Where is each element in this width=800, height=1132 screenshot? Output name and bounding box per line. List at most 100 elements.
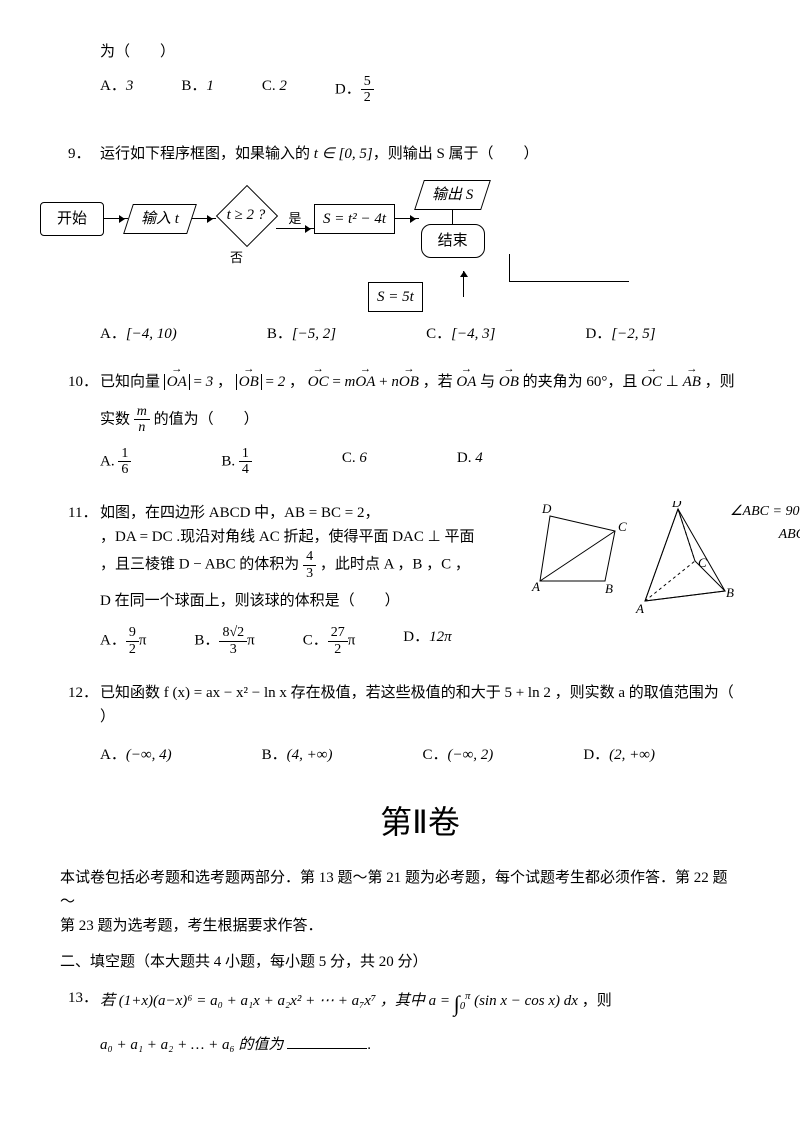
q12-a-val: (−∞, 4) xyxy=(126,747,172,763)
flow-no-label: 否 xyxy=(230,248,243,269)
q13-line1a: 若 (1+x)(a−x)⁶ = a₀ + a₁x + a₂x² + ⋯ + a₇… xyxy=(100,993,454,1009)
q9-opt-c: C．[−4, 3] xyxy=(426,322,495,346)
q11-figure-2: A B C D xyxy=(630,501,740,621)
q11-a-d: 2 xyxy=(126,642,139,657)
svg-text:C: C xyxy=(698,555,707,570)
q10-t4: 的夹角为 60°，且 xyxy=(523,374,638,390)
q10-t2: ，若 xyxy=(423,374,453,390)
flow-decision: t ≥ 2 ? xyxy=(216,185,276,245)
q10-t1: 已知向量 xyxy=(100,374,160,390)
q8-opt-d-d: 2 xyxy=(361,90,374,105)
flow-cond-text: t ≥ 2 ? xyxy=(216,185,276,245)
q10-ob-mag: 2 xyxy=(278,374,286,390)
q9-opt-d-val: [−2, 5] xyxy=(611,326,655,342)
q10-options: A. 16 B. 14 C. 6 D. 4 xyxy=(100,446,740,478)
q10-line2-post: 的值为（ ） xyxy=(154,411,259,427)
question-13: 13． 若 (1+x)(a−x)⁶ = a₀ + a₁x + a₂x² + ⋯ … xyxy=(100,986,740,1057)
svg-text:B: B xyxy=(605,581,613,596)
q9-opt-a: A．[−4, 10) xyxy=(100,322,177,346)
section-2-title: 第Ⅱ卷 xyxy=(100,797,740,848)
q12-stem: 已知函数 f (x) = ax − x² − ln x 存在极值，若这些极值的和… xyxy=(100,685,749,701)
q11-opt-b: B．8√23π xyxy=(194,625,254,657)
q11-number: 11． xyxy=(68,501,97,525)
q11-line1: ，DA = DC .现沿对角线 AC 折起，使得平面 DAC ⊥ 平面 xyxy=(100,529,474,545)
q13-suffix: . xyxy=(367,1037,371,1053)
q10-number: 10． xyxy=(68,370,98,394)
q9-opt-c-val: [−4, 3] xyxy=(451,326,495,342)
q11-b-d: 3 xyxy=(219,642,247,657)
flow-line-down xyxy=(509,254,510,282)
q10-line2-pre: 实数 xyxy=(100,411,130,427)
flow-branch-yes: S = t² − 4t xyxy=(314,204,395,234)
intro-line-2: 第 23 题为选考题，考生根据要求作答． xyxy=(60,918,323,934)
flow-end: 结束 xyxy=(421,224,485,258)
q11-b-n: 8√2 xyxy=(219,625,247,641)
q10-c-val: 6 xyxy=(359,450,367,466)
q8-opt-b-val: 1 xyxy=(206,78,214,94)
q11-angle-label: ∠ABC = 90° xyxy=(730,501,800,523)
question-9: 9． 运行如下程序框图，如果输入的 t ∈ [0, 5]，则输出 S 属于（ ）… xyxy=(100,142,740,346)
q8-opt-d: D．52 xyxy=(335,74,374,106)
arrow-icon xyxy=(104,218,128,219)
q10-b-n: 1 xyxy=(239,446,252,462)
q9-opt-a-val: [−4, 10) xyxy=(126,326,177,342)
flow-start: 开始 xyxy=(40,202,104,236)
flow-input: 输入 t xyxy=(123,204,197,234)
q10-frac-d: n xyxy=(134,420,150,435)
q11-options: A．92π B．8√23π C．272π D．12π xyxy=(100,625,514,657)
q10-opt-d: D. 4 xyxy=(457,446,483,478)
svg-text:D: D xyxy=(541,501,552,516)
q11-figure-1: A B C D xyxy=(520,501,630,601)
q9-options: A．[−4, 10) B．[−5, 2] C．[−4, 3] D．[−2, 5] xyxy=(100,322,740,346)
q10-opt-b: B. 14 xyxy=(221,446,252,478)
q11-abc-label: ABC xyxy=(730,524,800,546)
flow-output: 输出 S xyxy=(414,180,491,210)
q10-oa-mag: 3 xyxy=(206,374,214,390)
q9-t-interval: t ∈ [0, 5] xyxy=(310,146,373,162)
q10-t3: 与 xyxy=(480,374,495,390)
q11-c-n: 27 xyxy=(328,625,348,641)
q11-vol-n: 4 xyxy=(303,549,316,565)
q10-a-d: 6 xyxy=(118,462,131,477)
q10-opt-c: C. 6 xyxy=(342,446,367,478)
q11-line4: D 在同一个球面上，则该球的体积是（ ） xyxy=(100,589,514,613)
q12-stem-close: ） xyxy=(100,705,740,729)
section-intro: 本试卷包括必考题和选考题两部分．第 13 题～第 21 题为必考题，每个试题考生… xyxy=(60,866,740,938)
q8-opt-a-val: 3 xyxy=(126,78,134,94)
q13-line1b: ，则 xyxy=(582,993,612,1009)
q12-d-val: (2, +∞) xyxy=(609,747,655,763)
q8-opt-a: A．3 xyxy=(100,74,133,106)
q8-stem-text: 为（ ） xyxy=(100,44,175,60)
q11-line2: ，且三棱锥 D − ABC 的体积为 xyxy=(100,557,299,573)
q8-options: A．3 B．1 C. 2 D．52 xyxy=(100,74,740,106)
q10-b-d: 4 xyxy=(239,462,252,477)
q8-opt-c: C. 2 xyxy=(262,74,287,106)
q8-opt-b: B．1 xyxy=(181,74,214,106)
svg-text:A: A xyxy=(531,579,540,594)
q10-frac-n: m xyxy=(134,404,150,420)
q13-line2: a₀ + a₁ + a₂ + … + a₆ 的值为 xyxy=(100,1037,283,1053)
question-8-tail: 为（ ） A．3 B．1 C. 2 D．52 xyxy=(100,40,740,106)
arrow-icon xyxy=(395,218,419,219)
q11-a-suf: π xyxy=(139,632,147,648)
q12-number: 12． xyxy=(68,681,98,705)
q9-stem-post: ，则输出 S 属于（ ） xyxy=(373,146,539,162)
q11-c-d: 2 xyxy=(328,642,348,657)
q9-flowchart: 开始 输入 t t ≥ 2 ? 否 是 S = t² − 4t 输出 S 结束 xyxy=(40,180,740,312)
svg-text:D: D xyxy=(671,501,682,510)
q9-opt-b-val: [−5, 2] xyxy=(292,326,336,342)
svg-text:C: C xyxy=(618,519,627,534)
q13-int-lb: 0 xyxy=(460,1001,465,1012)
q11-b-suf: π xyxy=(247,632,255,648)
q10-t5: ，则 xyxy=(705,374,735,390)
q13-blank xyxy=(287,1048,367,1049)
flow-line-down xyxy=(452,210,453,224)
q8-opt-d-n: 5 xyxy=(361,74,374,90)
q11-opt-d: D．12π xyxy=(403,625,451,657)
svg-text:A: A xyxy=(635,601,644,616)
q12-opt-b: B．(4, +∞) xyxy=(262,743,333,767)
q9-stem-pre: 运行如下程序框图，如果输入的 xyxy=(100,146,310,162)
intro-line-1: 本试卷包括必考题和选考题两部分．第 13 题～第 21 题为必考题，每个试题考生… xyxy=(60,870,728,910)
q10-opt-a: A. 16 xyxy=(100,446,131,478)
q10-d-val: 4 xyxy=(475,450,483,466)
